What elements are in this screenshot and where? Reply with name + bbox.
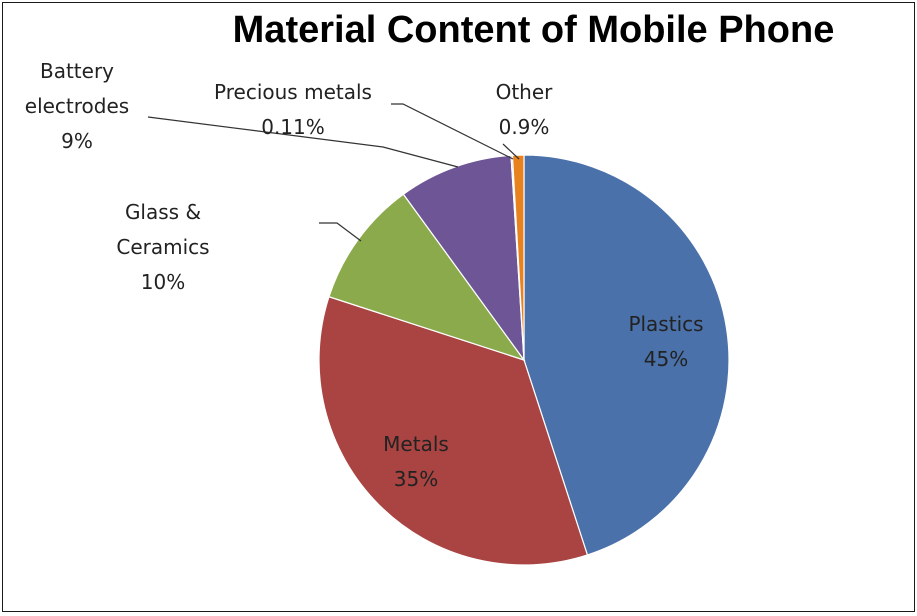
slice-plastics (523, 154, 730, 556)
slice-metals (318, 295, 589, 566)
label-line: 45% (644, 347, 688, 371)
slice-labels: Plastics 45% Metals 35% Glass & Ceramics 10% Ba… (25, 59, 704, 491)
label-line: Precious metals (214, 80, 372, 104)
label-battery-electrodes: Battery electrodes 9% (25, 59, 129, 153)
label-line: 35% (394, 467, 438, 491)
pie-chart: Plastics 45% Metals 35% Glass & Ceramics 10% Ba… (25, 59, 730, 566)
label-line: Plastics (628, 312, 703, 336)
leader-line-other (502, 143, 520, 160)
slice-glass-and-ceramics (328, 193, 526, 362)
label-metals: Metals 35% (383, 432, 449, 491)
label-line: 0.9% (499, 115, 550, 139)
label-line: electrodes (25, 94, 129, 118)
label-line: Metals (383, 432, 449, 456)
leader-line-glass-and-ceramics (319, 222, 362, 242)
label-line: Ceramics (116, 235, 209, 259)
chart-title: Material Content of Mobile Phone (232, 9, 835, 51)
label-line: 9% (61, 129, 93, 153)
label-line: 10% (141, 270, 185, 294)
leader-line-precious-metals (391, 103, 514, 160)
slice-other (511, 154, 525, 361)
label-other: Other 0.9% (496, 80, 554, 139)
label-line: 0.11% (261, 115, 325, 139)
leader-line-battery-electrodes (147, 116, 459, 168)
label-glass-and-ceramics: Glass & Ceramics 10% (116, 200, 209, 294)
label-precious-metals: Precious metals 0.11% (214, 80, 372, 139)
label-line: Other (496, 80, 554, 104)
label-plastics: Plastics 45% (628, 312, 703, 371)
label-line: Glass & (125, 200, 201, 224)
leader-lines (147, 103, 520, 242)
label-line: Battery (40, 59, 114, 83)
